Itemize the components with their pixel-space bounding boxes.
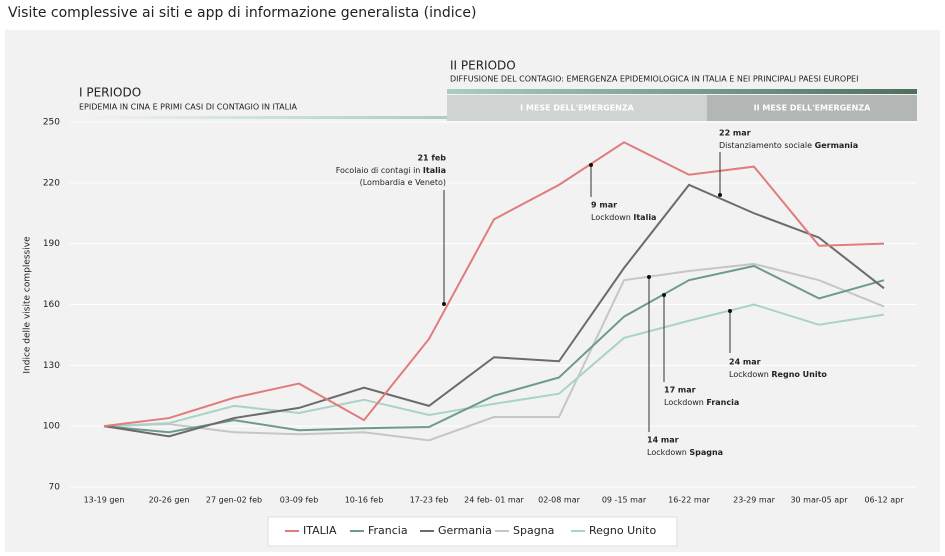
annotation-date: 24 mar — [729, 358, 761, 367]
x-tick-label: 13-19 gen — [84, 496, 125, 505]
annotation-bold: Francia — [706, 398, 739, 407]
annotation-part: Focolaio di contagi in — [336, 166, 423, 175]
y-tick-label: 220 — [43, 178, 60, 188]
x-tick-label: 02-08 mar — [538, 496, 580, 505]
period-bar — [447, 89, 917, 94]
annotation-date: 14 mar — [647, 436, 679, 445]
annotation-date: 17 mar — [664, 386, 696, 395]
annotation-bold: Italia — [633, 213, 656, 222]
annotation-text: Lockdown Spagna — [647, 448, 723, 457]
series-line — [103, 141, 885, 428]
x-tick-label: 30 mar-05 apr — [790, 496, 848, 505]
x-tick-label: 24 feb- 01 mar — [464, 496, 524, 505]
chart-title: Visite complessive ai siti e app di info… — [8, 5, 476, 21]
legend — [267, 516, 678, 547]
annotation-text: Lockdown Italia — [591, 213, 656, 222]
x-tick-label: 17-23 feb — [410, 496, 449, 505]
x-tick-label: 16-22 mar — [668, 496, 710, 505]
legend-label: Francia — [368, 524, 408, 537]
period-subtitle: EPIDEMIA IN CINA E PRIMI CASI DI CONTAGI… — [79, 103, 297, 112]
y-axis-label: Indice delle visite complessive — [23, 236, 33, 374]
annotation-text: Lockdown Regno Unito — [729, 370, 827, 379]
y-tick-label: 70 — [49, 483, 61, 493]
month-box — [707, 95, 917, 121]
annotation-text: (Lombardia e Veneto) — [360, 178, 446, 187]
annotation-bold: Italia — [423, 166, 446, 175]
annotation-part: (Lombardia e Veneto) — [360, 178, 446, 187]
series-line — [103, 262, 885, 442]
legend-label: ITALIA — [303, 524, 337, 537]
legend-label: Germania — [438, 524, 492, 537]
series-line — [103, 303, 885, 428]
leader-dot — [662, 293, 666, 297]
legend-label: Spagna — [513, 524, 554, 537]
annotation-bold: Regno Unito — [771, 370, 827, 379]
series-line — [103, 183, 885, 438]
x-tick-label: 23-29 mar — [733, 496, 775, 505]
annotation-bold: Germania — [815, 141, 859, 150]
annotation-bold: Spagna — [689, 448, 723, 457]
leader-dot — [718, 193, 722, 197]
period-title: I PERIODO — [79, 86, 141, 100]
annotation-text: Focolaio di contagi in Italia — [336, 166, 446, 175]
leader-dot — [442, 302, 446, 306]
month-label: I MESE DELL'EMERGENZA — [520, 104, 635, 113]
x-tick-label: 27 gen-02 feb — [206, 496, 262, 505]
period-subtitle: DIFFUSIONE DEL CONTAGIO: EMERGENZA EPIDE… — [450, 75, 858, 84]
period-bar — [79, 116, 447, 119]
y-tick-label: 160 — [43, 300, 60, 310]
legend-label: Regno Unito — [589, 524, 656, 537]
annotation-part: Lockdown — [729, 370, 771, 379]
x-tick-label: 20-26 gen — [149, 496, 190, 505]
leader-dot — [589, 163, 593, 167]
x-tick-label: 03-09 feb — [280, 496, 319, 505]
annotation-date: 21 feb — [417, 154, 446, 163]
y-tick-label: 250 — [43, 118, 60, 128]
annotation-part: Distanziamento sociale — [719, 141, 815, 150]
annotation-text: Distanziamento sociale Germania — [719, 141, 858, 150]
annotation-part: Lockdown — [647, 448, 689, 457]
month-label: II MESE DELL'EMERGENZA — [754, 104, 872, 113]
leader-dot — [647, 275, 651, 279]
y-tick-label: 190 — [43, 239, 60, 249]
annotation-date: 9 mar — [591, 201, 617, 210]
period-title: II PERIODO — [450, 59, 516, 73]
month-box — [447, 95, 707, 121]
y-tick-label: 130 — [43, 361, 60, 371]
annotation-date: 22 mar — [719, 129, 751, 138]
series-line — [103, 264, 885, 434]
x-tick-label: 06-12 apr — [864, 496, 904, 505]
y-tick-label: 100 — [43, 422, 60, 432]
annotation-part: Lockdown — [591, 213, 633, 222]
annotation-text: Lockdown Francia — [664, 398, 739, 407]
leader-dot — [728, 309, 732, 313]
x-tick-label: 09 -15 mar — [602, 496, 647, 505]
x-tick-label: 10-16 feb — [345, 496, 384, 505]
annotation-part: Lockdown — [664, 398, 706, 407]
